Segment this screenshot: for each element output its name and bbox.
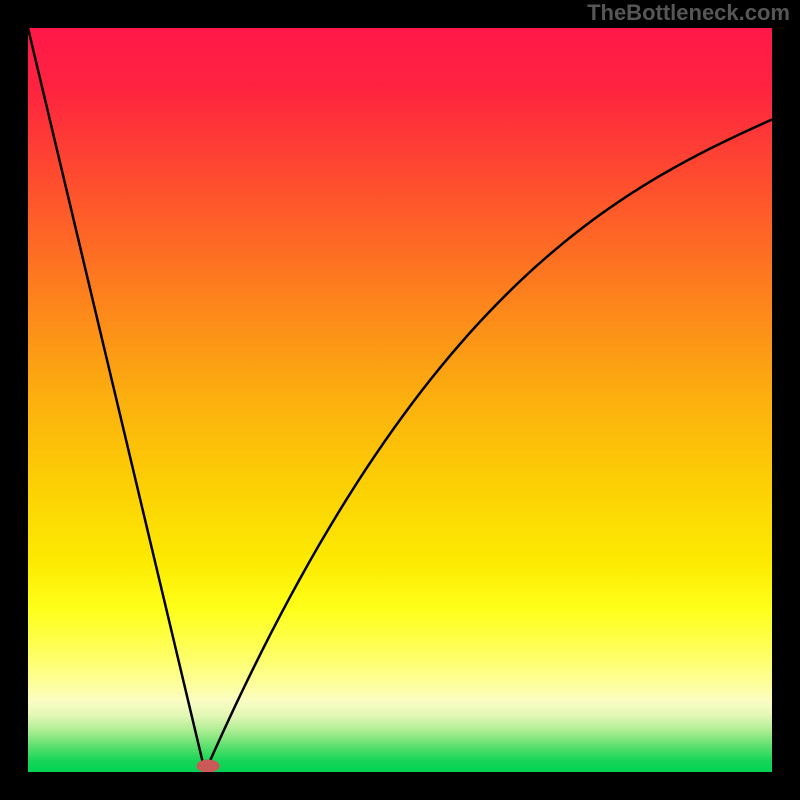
chart-frame: TheBottleneck.com [0, 0, 800, 800]
attribution-text: TheBottleneck.com [587, 0, 790, 26]
plot-area [28, 28, 772, 772]
gradient-background [28, 28, 772, 772]
optimum-marker [197, 760, 219, 772]
bottleneck-chart [28, 28, 772, 772]
